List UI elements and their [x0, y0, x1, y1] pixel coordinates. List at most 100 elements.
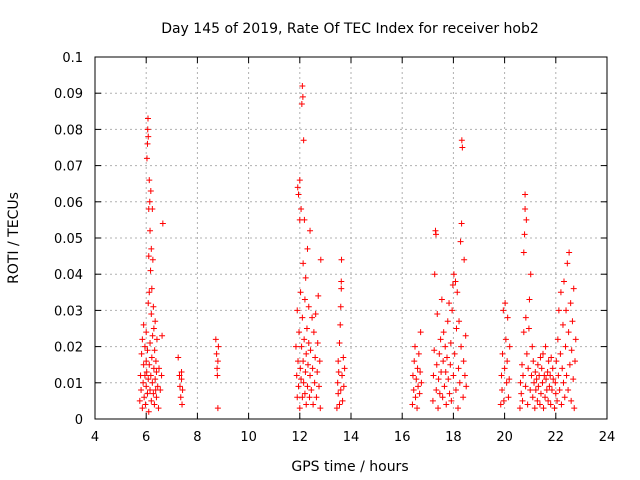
data-point	[415, 350, 422, 357]
data-point	[296, 329, 303, 336]
data-point	[338, 256, 345, 263]
data-point	[565, 387, 572, 394]
data-point	[300, 260, 307, 267]
data-point	[549, 365, 556, 372]
data-point	[497, 401, 504, 408]
data-point	[449, 282, 456, 289]
data-point	[307, 227, 314, 234]
data-point	[415, 383, 422, 390]
data-point	[570, 376, 577, 383]
data-point	[157, 387, 164, 394]
data-point	[315, 292, 322, 299]
y-tick-label: 0.06	[54, 196, 83, 211]
data-point	[447, 361, 454, 368]
data-point	[298, 101, 305, 108]
data-point	[307, 347, 314, 354]
data-point	[300, 379, 307, 386]
data-point	[148, 311, 155, 318]
data-point	[519, 361, 526, 368]
data-point	[452, 278, 459, 285]
data-point	[531, 379, 538, 386]
data-point	[572, 358, 578, 365]
data-point	[148, 285, 155, 292]
data-point	[432, 231, 439, 238]
data-point	[433, 361, 440, 368]
data-point	[554, 397, 561, 404]
data-point	[339, 372, 346, 379]
data-point	[436, 350, 443, 357]
data-point	[147, 339, 154, 346]
data-point	[138, 350, 145, 357]
data-point	[153, 394, 160, 401]
data-point	[304, 245, 311, 252]
data-point	[179, 401, 186, 408]
data-point	[295, 383, 302, 390]
data-point	[158, 372, 165, 379]
data-point	[523, 350, 530, 357]
data-point	[143, 329, 150, 336]
data-point	[448, 397, 455, 404]
data-point	[417, 329, 424, 336]
data-point	[340, 383, 347, 390]
data-point	[525, 325, 532, 332]
data-point	[314, 368, 321, 375]
data-point	[570, 285, 577, 292]
data-point	[301, 216, 308, 223]
x-tick-label: 20	[496, 430, 513, 445]
data-point	[543, 376, 550, 383]
data-point	[338, 285, 345, 292]
data-point	[522, 191, 529, 198]
data-point	[295, 358, 302, 365]
data-point	[567, 300, 574, 307]
data-point	[432, 227, 439, 234]
data-point	[153, 368, 160, 375]
data-point	[547, 401, 554, 408]
data-point	[431, 271, 438, 278]
data-point	[140, 379, 147, 386]
data-point	[145, 253, 152, 260]
data-point	[136, 397, 143, 404]
data-point	[411, 358, 418, 365]
data-point	[176, 372, 183, 379]
data-point	[179, 387, 186, 394]
data-point	[214, 405, 221, 412]
data-point	[301, 336, 308, 343]
data-point	[566, 249, 573, 256]
x-tick-label: 16	[394, 430, 411, 445]
data-point	[143, 368, 150, 375]
y-tick-label: 0.01	[54, 377, 83, 392]
data-point	[536, 372, 543, 379]
data-point	[146, 177, 153, 184]
data-point	[417, 368, 424, 375]
data-point	[450, 372, 457, 379]
data-point	[292, 343, 299, 350]
data-point	[541, 372, 548, 379]
data-point	[460, 358, 467, 365]
data-point	[149, 206, 156, 213]
data-point	[305, 303, 312, 310]
x-tick-label: 6	[142, 430, 150, 445]
data-point	[150, 365, 157, 372]
data-point	[316, 358, 323, 365]
data-point	[303, 350, 310, 357]
data-point	[545, 358, 552, 365]
data-point	[537, 354, 544, 361]
data-point	[310, 329, 317, 336]
data-point	[542, 343, 549, 350]
data-point	[568, 347, 575, 354]
data-point	[143, 155, 150, 162]
data-point	[175, 354, 182, 361]
data-point	[295, 191, 302, 198]
data-point	[522, 314, 529, 321]
data-point	[546, 383, 553, 390]
data-point	[144, 126, 151, 133]
data-point	[523, 216, 530, 223]
data-point	[552, 379, 559, 386]
data-point	[500, 397, 507, 404]
data-point	[304, 361, 311, 368]
data-point	[296, 177, 303, 184]
data-point	[143, 358, 150, 365]
data-point	[144, 390, 151, 397]
data-point	[563, 307, 570, 314]
data-point	[535, 383, 542, 390]
